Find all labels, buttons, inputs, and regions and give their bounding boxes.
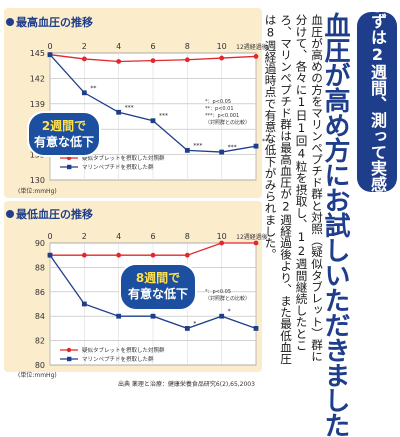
callout-text: 8週間で	[136, 270, 180, 285]
data-point-peptide	[253, 143, 259, 149]
y-unit-label: (単位:mmHg)	[18, 371, 57, 379]
data-point-peptide	[150, 313, 156, 319]
significance-legend-text: （対照群との比較）	[205, 119, 250, 126]
significance-mark: ***	[125, 104, 134, 111]
data-point-peptide	[116, 109, 122, 115]
y-unit-label: (単位:mmHg)	[18, 187, 57, 195]
banner-badge: まずは2週間、測って実感！	[357, 0, 397, 208]
x-tick-label: 4	[116, 42, 121, 51]
data-point-peptide	[219, 313, 225, 319]
chart-title: 最低血圧の推移	[16, 207, 93, 221]
data-point-peptide	[116, 313, 122, 319]
y-tick-label: 80	[35, 361, 45, 370]
chart-title: 最高血圧の推移	[16, 15, 93, 29]
y-tick-label: 90	[35, 239, 45, 248]
source-citation: 出典 薬理と治療：健康栄養食品研究6(2),65,2003	[118, 381, 255, 388]
significance-legend-text: **：p<0.01	[205, 106, 234, 112]
headline: 血圧が高め方にお試しいただきました	[320, 12, 350, 437]
data-point-peptide	[47, 52, 53, 58]
x-tick-label: 10	[217, 42, 227, 51]
x-tick-label: 12週経過後	[236, 233, 268, 241]
charts-svg: 最高血圧の推移130133136139142145024681012週経過後(単…	[4, 8, 271, 379]
significance-mark: ***	[262, 138, 271, 145]
x-tick-label: 4	[116, 232, 121, 241]
significance-mark: ***	[159, 113, 168, 120]
title-bullet-icon	[6, 210, 14, 218]
callout-bubble	[119, 263, 197, 311]
banner-text: まずは2週間、測って実感！	[368, 0, 387, 208]
data-point-peptide	[150, 118, 156, 124]
significance-legend-text: *：p<0.05	[205, 99, 231, 105]
body-paragraph: 血圧が高めの方をマリンペプチド群と対照（疑似タブレット）群に分けて、各々に1日1…	[263, 14, 325, 365]
data-point-control	[184, 252, 190, 258]
data-point-peptide	[81, 301, 87, 307]
legend-entry: 疑似タブレットを摂取した対照群	[82, 154, 165, 162]
x-tick-label: 0	[47, 232, 52, 241]
significance-legend-text: *：p<0.05	[205, 289, 231, 295]
callout-text: 有意な低下	[128, 286, 188, 301]
legend-entry: マリンペプチドを摂取した群	[82, 163, 154, 171]
x-tick-label: 10	[217, 232, 227, 241]
data-point-peptide	[184, 326, 190, 331]
y-tick-label: 130	[30, 176, 45, 185]
data-point-peptide	[219, 149, 225, 155]
significance-mark: ***	[193, 142, 202, 149]
data-point-control	[116, 59, 122, 64]
chart-systolic: 最高血圧の推移130133136139142145024681012週経過後(単…	[4, 8, 271, 198]
y-tick-label: 84	[35, 312, 45, 321]
legend-marker-square	[67, 164, 72, 170]
data-point-control	[219, 55, 225, 61]
y-tick-label: 142	[30, 74, 45, 83]
x-tick-label: 6	[150, 42, 155, 51]
significance-mark: *	[193, 320, 196, 327]
y-tick-label: 86	[35, 288, 45, 297]
data-point-control	[253, 240, 259, 246]
data-point-control	[184, 57, 190, 63]
x-tick-label: 8	[185, 42, 190, 51]
legend-entry: マリンペプチドを摂取した群	[82, 355, 154, 363]
y-tick-label: 82	[35, 337, 45, 346]
data-point-peptide	[253, 326, 259, 331]
significance-legend-text: （対照群との比較）	[205, 295, 250, 302]
x-tick-label: 0	[47, 42, 52, 51]
y-tick-label: 139	[30, 100, 45, 109]
significance-mark: *	[228, 308, 231, 315]
data-point-control	[81, 56, 87, 62]
title-bullet-icon	[6, 18, 14, 26]
y-tick-label: 145	[30, 49, 45, 58]
x-tick-label: 2	[82, 232, 87, 241]
data-point-control	[219, 240, 225, 246]
x-tick-label: 12週経過後	[236, 43, 268, 51]
callout-text: 2週間で	[42, 118, 86, 133]
legend-marker-circle	[66, 347, 72, 353]
legend-marker-square	[67, 356, 72, 362]
x-tick-label: 8	[185, 232, 190, 241]
data-point-control	[253, 53, 259, 59]
significance-legend-text: ***：p<0.001	[205, 113, 239, 119]
legend-entry: 疑似タブレットを摂取した対照群	[82, 346, 165, 354]
data-point-control	[81, 252, 87, 258]
data-point-peptide	[47, 252, 53, 258]
callout-bubble	[27, 111, 101, 157]
chart-diastolic: 最低血圧の推移 80 82 84 86 88 900 2 4 6 8 10 12週経過後 (単位:mmHg…	[4, 201, 268, 379]
ad-panel: 最高血圧の推移130133136139142145024681012週経過後(単…	[4, 0, 397, 437]
data-point-control	[150, 252, 156, 258]
data-point-peptide	[184, 147, 190, 153]
callout-text: 有意な低下	[34, 134, 94, 149]
significance-mark: ***	[228, 144, 237, 151]
x-tick-label: 2	[82, 42, 87, 51]
data-point-control	[150, 58, 156, 64]
x-tick-label: 6	[150, 232, 155, 241]
data-point-peptide	[81, 90, 87, 96]
significance-mark: **	[90, 85, 96, 92]
data-point-control	[116, 252, 122, 258]
y-tick-label: 88	[35, 263, 45, 272]
